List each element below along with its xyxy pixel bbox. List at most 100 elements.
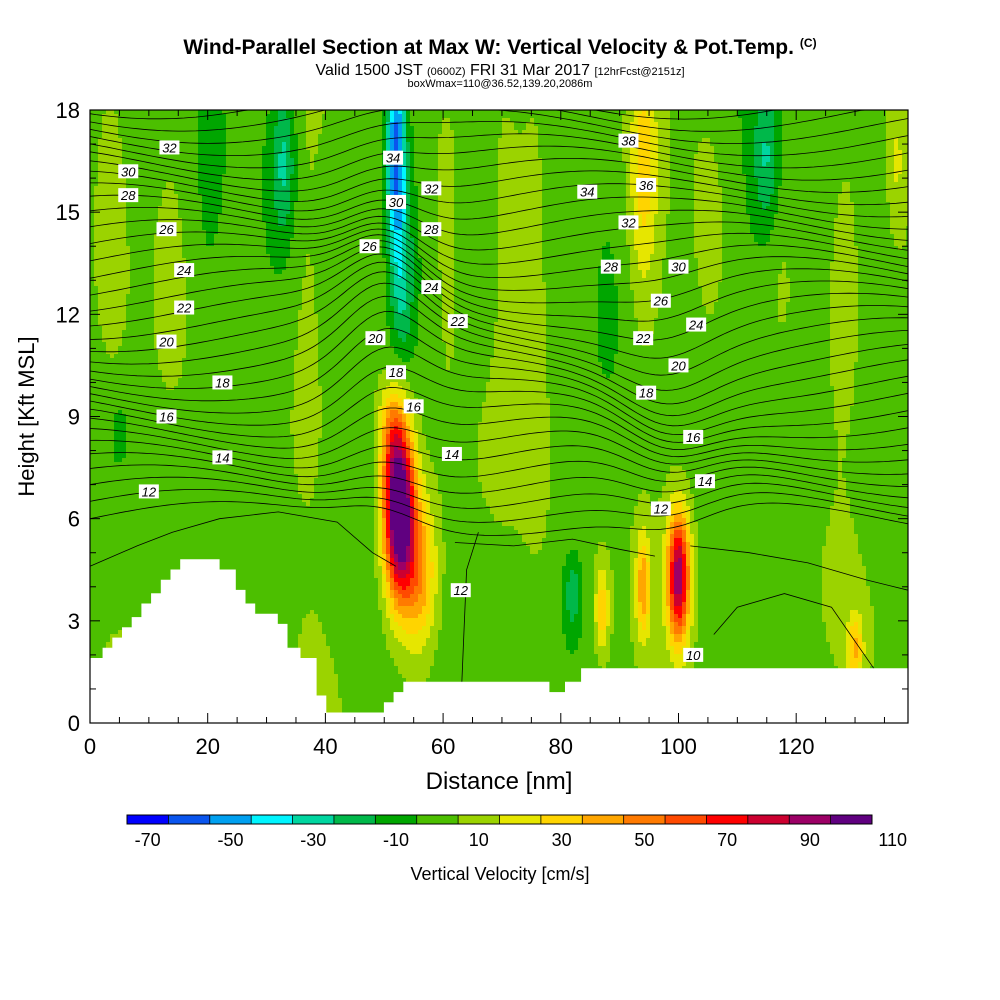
theta-label-box <box>633 331 654 346</box>
theta-contour-line <box>89 407 909 458</box>
theta-contour-line <box>89 464 909 499</box>
colorbar-swatch <box>665 815 707 824</box>
theta-label-text: 12 <box>454 583 469 598</box>
x-axis-label: Distance [nm] <box>426 768 573 795</box>
theta-label-box <box>386 194 407 209</box>
theta-label-text: 12 <box>654 501 669 516</box>
theta-label: 18 <box>212 375 233 390</box>
forecast-info: [12hrFcst@2151z] <box>594 66 684 78</box>
y-tick-label: 9 <box>68 405 80 430</box>
theta-label-text: 14 <box>445 447 459 462</box>
theta-label-text: 18 <box>639 386 654 401</box>
theta-contour-line <box>89 194 909 230</box>
theta-label-box <box>668 259 689 274</box>
theta-label: 10 <box>683 647 704 663</box>
theta-label-text: 26 <box>361 239 377 254</box>
theta-contour-line <box>89 271 909 376</box>
theta-contour-line <box>90 182 909 218</box>
theta-label-text: 24 <box>688 318 703 333</box>
theta-label-text: 26 <box>158 222 174 237</box>
theta-label-box <box>365 331 386 346</box>
x-tick-label: 120 <box>778 734 815 759</box>
theta-label: 22 <box>447 314 468 329</box>
theta-label-box <box>159 140 180 155</box>
theta-label: 14 <box>441 446 462 462</box>
theta-contour-line <box>89 253 909 341</box>
colorbar-swatch <box>623 815 666 824</box>
y-tick-label: 18 <box>56 98 80 123</box>
theta-contour-line <box>89 366 909 443</box>
colorbar-tick-label: 110 <box>878 830 907 850</box>
theta-label: 22 <box>174 300 195 316</box>
colorbar-swatch <box>251 815 293 824</box>
theta-contour-line <box>89 170 909 206</box>
theta-contour-line <box>89 511 397 567</box>
theta-label-text: 30 <box>671 260 686 275</box>
theta-label-box <box>618 215 639 230</box>
colorbar-tick-label: -10 <box>383 830 409 850</box>
theta-label-text: 34 <box>580 185 594 200</box>
theta-label: 24 <box>421 280 442 295</box>
title-text: Wind-Parallel Section at Max W: Vertical… <box>183 36 794 59</box>
theta-label-box <box>421 222 442 237</box>
theta-label-text: 16 <box>686 430 701 445</box>
theta-label-text: 18 <box>389 365 404 380</box>
theta-label-text: 34 <box>386 151 400 166</box>
chart-subtitle: Valid 1500 JST (0600Z) FRI 31 Mar 2017 [… <box>0 62 1000 80</box>
theta-label: 20 <box>365 331 386 346</box>
colorbar-swatch <box>706 815 749 824</box>
theta-contour-line <box>89 121 909 157</box>
theta-label-text: 20 <box>367 331 383 346</box>
y-tick-label: 0 <box>68 711 80 736</box>
theta-label: 12 <box>450 583 471 598</box>
theta-label: 32 <box>618 215 639 230</box>
valid-date: FRI 31 Mar 2017 <box>470 62 590 79</box>
colorbar-swatch <box>540 815 583 824</box>
theta-label-text: 14 <box>698 474 712 489</box>
theta-label: 26 <box>156 222 177 237</box>
theta-label-box <box>686 317 707 332</box>
theta-label: 26 <box>359 239 380 254</box>
theta-label: 28 <box>421 222 442 237</box>
theta-label: 30 <box>118 164 139 179</box>
theta-label-box <box>386 365 407 380</box>
theta-contour-line <box>690 545 909 591</box>
theta-label-box <box>636 177 657 192</box>
y-tick-label: 15 <box>56 200 80 225</box>
colorbar-swatch <box>375 815 418 824</box>
x-tick-label: 0 <box>84 734 96 759</box>
theta-contour-line <box>89 501 909 536</box>
theta-label-text: 32 <box>162 140 177 155</box>
theta-contour-line <box>89 158 909 193</box>
colorbar-swatch <box>458 815 500 824</box>
theta-label-box <box>447 314 468 329</box>
theta-contour-line <box>89 234 909 291</box>
theta-contour-line <box>89 246 909 322</box>
colorbar-tick-label: 70 <box>717 830 737 850</box>
valid-time: Valid 1500 JST <box>315 62 422 79</box>
y-tick-label: 3 <box>68 609 80 634</box>
theta-label: 18 <box>386 365 407 380</box>
colorbar-tick-label: 50 <box>634 830 654 850</box>
y-tick-label: 12 <box>56 302 80 327</box>
colorbar-tick-label: 30 <box>552 830 572 850</box>
theta-label-box <box>421 181 442 196</box>
colorbar-tick-label: -50 <box>217 830 243 850</box>
theta-contour-line <box>89 222 909 265</box>
theta-label-box <box>683 429 704 444</box>
theta-label-text: 30 <box>389 195 404 210</box>
theta-contour-line <box>89 387 909 451</box>
theta-label-text: 20 <box>670 358 686 373</box>
theta-label: 14 <box>212 450 233 465</box>
theta-label-box <box>577 184 598 199</box>
theta-label: 28 <box>600 259 621 275</box>
colorbar-swatch <box>747 815 790 824</box>
theta-label-text: 28 <box>423 222 439 237</box>
theta-label: 16 <box>683 429 704 445</box>
colorbar: -70 -50 -30 -10 10 30 50 70 90 110 Vertical Veloci… <box>126 814 907 884</box>
theta-label-box <box>650 501 671 516</box>
theta-label: 38 <box>618 133 639 149</box>
y-axis-label: Height [Kft MSL] <box>14 336 39 496</box>
x-tick-label: 40 <box>313 734 337 759</box>
